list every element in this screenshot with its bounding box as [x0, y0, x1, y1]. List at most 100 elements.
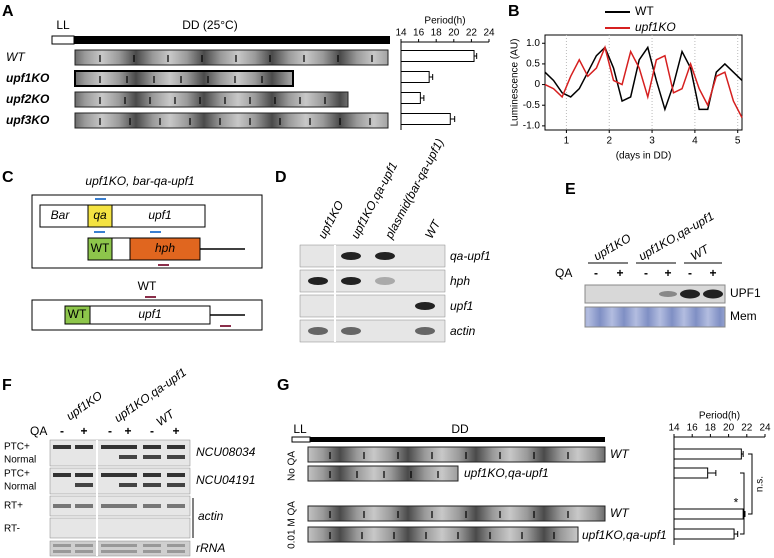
band [341, 277, 361, 285]
y-axis-label: Luminescence (AU) [510, 39, 521, 127]
x-tick-label: 20 [723, 423, 735, 434]
error-bar [429, 74, 434, 80]
band [415, 302, 435, 310]
band [659, 291, 677, 297]
band [101, 550, 119, 553]
gel-row [299, 244, 446, 268]
band [75, 544, 93, 547]
strain-label: upf1KO,qa-upf1 [464, 466, 549, 480]
row-label: Mem [730, 309, 757, 323]
significance-bracket [740, 472, 745, 535]
bar [400, 71, 430, 83]
ll-label: LL [293, 422, 307, 436]
lane-label: upf1KO [315, 198, 346, 241]
spacer [111, 237, 131, 261]
band [143, 483, 161, 487]
gel [49, 439, 191, 557]
band [53, 445, 71, 449]
x-tick-label: 18 [431, 28, 443, 39]
x-tick-label: 18 [705, 423, 717, 434]
band [167, 483, 185, 487]
error-bar [474, 53, 478, 59]
plot-frame [544, 34, 743, 131]
panel-label: A [2, 3, 14, 20]
y-tick-label: -1.0 [523, 121, 541, 132]
lane-label: upf1KO,qa-upf1 [112, 365, 189, 425]
strain-label: upf1KO [6, 71, 50, 85]
band [119, 550, 137, 553]
x-tick-label: 5 [735, 136, 741, 147]
sign: - [644, 266, 648, 280]
band [167, 544, 185, 547]
treatment-label: QA [30, 424, 47, 438]
band [341, 327, 361, 335]
band [375, 252, 395, 260]
x-tick-label: 24 [483, 28, 495, 39]
panel-e: upf1KO upf1KO,qa-upf1 WT QA - + - + - + UPF1 … [555, 209, 761, 328]
gene-label: hph [155, 241, 175, 255]
race-tube [74, 91, 349, 108]
sign: + [664, 266, 671, 280]
band [680, 289, 700, 299]
bar [673, 508, 744, 520]
ll-bar [291, 436, 311, 443]
row-label: upf1 [450, 299, 473, 313]
race-tube [307, 526, 579, 543]
locus [39, 204, 206, 228]
sign: + [124, 424, 131, 438]
condition-label: 0.01 M QA [287, 501, 298, 549]
x-tick-label: 16 [687, 423, 699, 434]
band [101, 544, 119, 547]
band [143, 550, 161, 553]
strain-label: upf2KO [6, 92, 50, 106]
band [119, 504, 137, 508]
y-tick-label: 0.5 [526, 59, 540, 70]
legend-label: upf1KO [635, 20, 676, 34]
band [119, 473, 137, 477]
axis-title: Period(h) [699, 411, 740, 422]
x-tick-label: 1 [564, 136, 570, 147]
race-tube [74, 70, 294, 87]
error-bar [450, 116, 456, 122]
x-tick-label: 16 [413, 28, 425, 39]
panel-label: F [2, 377, 12, 394]
construct-title: upf1KO, bar-qa-upf1 [85, 174, 194, 188]
panel-label: E [565, 181, 576, 198]
gene-label: Bar [51, 208, 71, 222]
band [75, 483, 93, 487]
bar [673, 448, 742, 460]
race-tube [307, 446, 606, 463]
sign: - [594, 266, 598, 280]
strain-label: WT [610, 447, 630, 461]
panel-label: G [277, 377, 289, 394]
band [167, 455, 185, 459]
y-tick-label: 0 [534, 79, 540, 90]
band [119, 544, 137, 547]
band [119, 445, 137, 449]
gel-row [299, 319, 446, 343]
band [143, 445, 161, 449]
x-axis-label: (days in DD) [616, 151, 672, 162]
band [308, 277, 328, 285]
band [375, 277, 395, 285]
sign: + [172, 424, 179, 438]
band [53, 504, 71, 508]
error-bar [420, 95, 425, 101]
lane-label: WT [422, 216, 444, 241]
race-tube [307, 505, 606, 522]
gene-label: rRNA [196, 541, 225, 555]
signs: - + - + - + [594, 266, 717, 280]
gel-row [49, 439, 191, 467]
row-label: qa-upf1 [450, 249, 491, 263]
band [703, 289, 723, 299]
band [143, 544, 161, 547]
bar [400, 92, 421, 104]
panel-a: LL DD (25°C) WT upf1KO upf2KO upf3KO [6, 18, 390, 129]
x-tick-label: 22 [466, 28, 478, 39]
lane-label: WT [688, 241, 713, 263]
dd-label: DD [451, 422, 469, 436]
panel-f: upf1KO upf1KO,qa-upf1 WT QA - + - + - + PTC+ … [4, 365, 256, 557]
band [167, 550, 185, 553]
x-tick-label: 2 [606, 136, 612, 147]
